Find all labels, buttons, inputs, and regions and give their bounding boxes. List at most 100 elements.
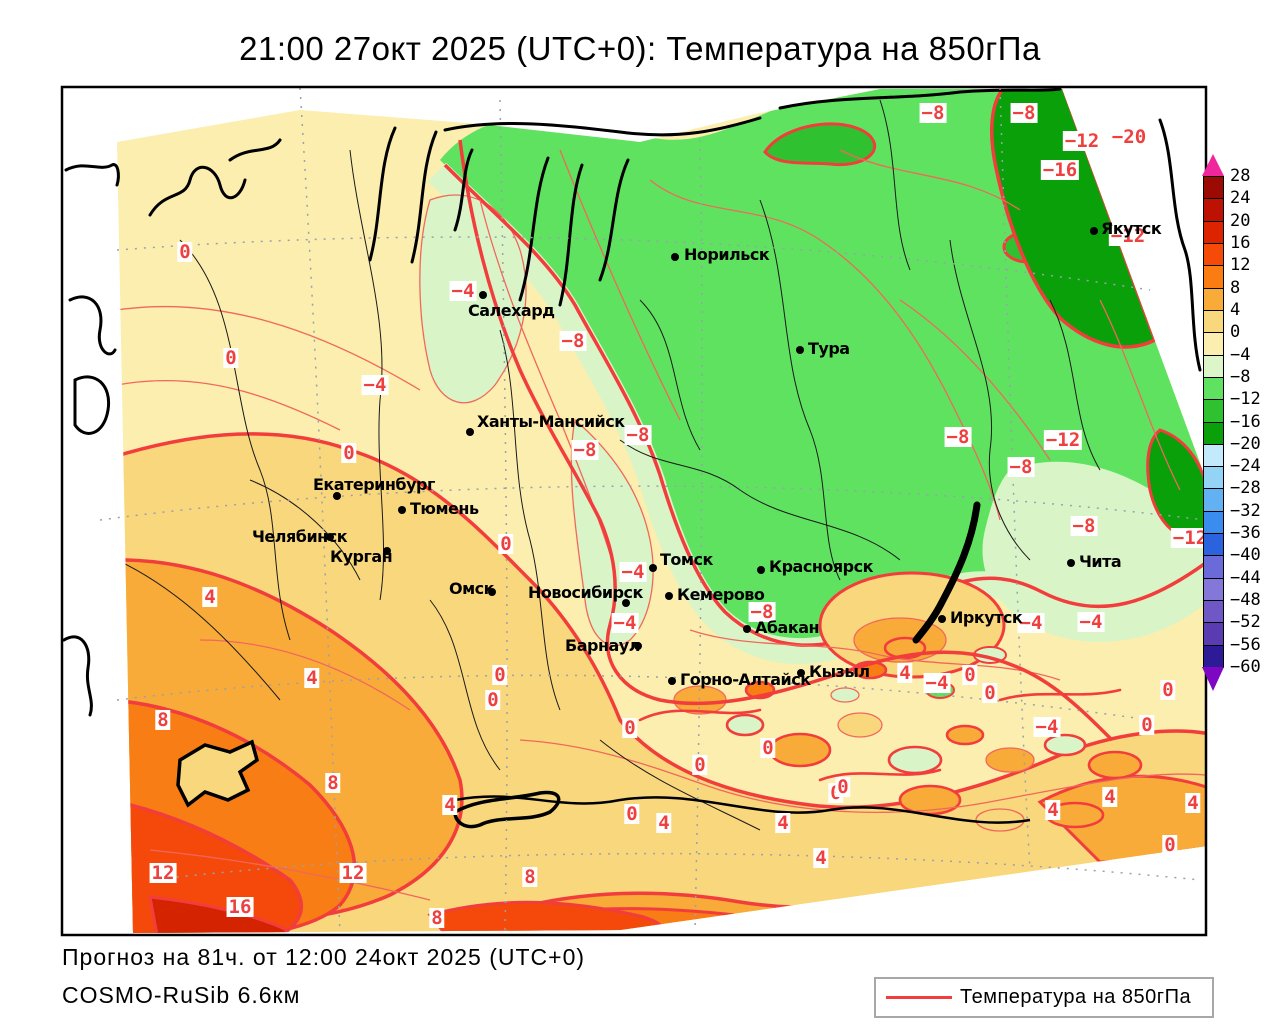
colorbar-segment: [1203, 510, 1224, 535]
colorbar-under-arrow: [1202, 667, 1224, 692]
colorbar-tick-label: −16: [1230, 411, 1261, 432]
colorbar-tick-label: −32: [1230, 500, 1261, 521]
region-minus12-minus16-blob: [763, 122, 877, 167]
colorbar-tick-label: 12: [1230, 255, 1251, 276]
contour-label: −4: [1033, 716, 1061, 738]
city-marker: [479, 291, 487, 299]
contour-label: 0: [492, 664, 508, 686]
contour-label: −12: [1043, 429, 1083, 451]
colorbar-tick-label: 0: [1230, 322, 1241, 343]
thin-contours: [117, 149, 1205, 901]
contour-label: −12: [1170, 527, 1210, 549]
contour-label: 0: [1162, 834, 1178, 856]
city-marker: [649, 564, 657, 572]
colorbar-tick-label: −20: [1230, 433, 1261, 454]
legend-line-sample: [886, 996, 952, 999]
city-marker: [1067, 559, 1075, 567]
city-label: Томск: [660, 550, 713, 569]
city-marker: [668, 677, 676, 685]
contour-label: 0: [624, 803, 640, 825]
terrain-noise-blobs: [638, 636, 1143, 832]
city-marker: [797, 669, 805, 677]
city-label: Екатеринбург: [313, 475, 435, 494]
city-label: Иркутск: [950, 608, 1023, 627]
colorbar-segment: [1203, 466, 1224, 490]
city-label: Новосибирск: [528, 583, 643, 602]
contour-label: 4: [813, 847, 829, 869]
colorbar-tick-label: 4: [1230, 299, 1241, 320]
graticule: [99, 88, 1205, 934]
colorbar-tick-label: −40: [1230, 545, 1261, 566]
contour-label: 12: [339, 862, 367, 884]
colorbar-tick-label: 8: [1230, 277, 1241, 298]
colorbar-segment: [1203, 421, 1224, 445]
contour-label: 0: [1139, 714, 1155, 736]
contour-minus4-main: [458, 139, 1114, 742]
contour-label: 12: [149, 862, 177, 884]
contour-label: −4: [923, 672, 951, 694]
city-label: Челябинск: [252, 527, 348, 546]
contour-label: 4: [775, 812, 791, 834]
contour-label: −20: [1109, 126, 1149, 148]
colorbar-tick-label: −60: [1230, 657, 1261, 678]
colorbar-segment: [1203, 287, 1224, 311]
contour-label: 0: [982, 682, 998, 704]
contour-label: −8: [919, 102, 947, 124]
region-tomsk-pale: [570, 418, 654, 647]
colorbar-tick-label: −36: [1230, 523, 1261, 544]
city-label: Норильск: [684, 245, 770, 264]
contour-label: −4: [619, 561, 647, 583]
colorbar-tick-label: −44: [1230, 567, 1261, 588]
colorbar-segment: [1203, 354, 1224, 378]
colorbar-segment: [1203, 198, 1224, 222]
colorbar-segment: [1203, 332, 1224, 356]
legend-box: Температура на 850гПа: [874, 977, 1214, 1018]
lakes: [176, 501, 981, 829]
city-marker: [1090, 227, 1098, 235]
page-title: 21:00 27окт 2025 (UTC+0): Температура на…: [239, 30, 1041, 67]
city-marker: [466, 428, 474, 436]
contour-label: −4: [449, 280, 477, 302]
contour-label: 4: [442, 794, 458, 816]
city-marker: [622, 599, 630, 607]
contour-label: 0: [1160, 679, 1176, 701]
city-label: Курган: [330, 547, 393, 566]
city-label: Якутск: [1101, 219, 1162, 238]
city-marker: [665, 592, 673, 600]
colorbar-segment: [1203, 220, 1224, 244]
city-marker: [743, 625, 751, 633]
contour-label: 4: [1102, 786, 1118, 808]
contour-label: −4: [611, 612, 639, 634]
colorbar-tick-label: −56: [1230, 634, 1261, 655]
contour-label: 0: [485, 689, 501, 711]
colorbar-tick-label: −8: [1230, 366, 1251, 387]
colorbar-segment: [1203, 622, 1224, 646]
colorbar-segment: [1203, 376, 1224, 401]
city-marker: [796, 346, 804, 354]
contour-label: 4: [202, 586, 218, 608]
contour-label: 0: [341, 442, 357, 464]
colorbar-tick-label: −48: [1230, 590, 1261, 611]
city-marker: [326, 533, 334, 541]
legend-label: Температура на 850гПа: [960, 986, 1192, 1008]
city-label: Омск: [449, 579, 495, 598]
contour-label: 0: [692, 754, 708, 776]
contour-label: −8: [1007, 456, 1035, 478]
city-label: Горно-Алтайск: [680, 670, 811, 689]
contour-label: −8: [944, 426, 972, 448]
city-marker: [333, 492, 341, 500]
city-marker: [634, 642, 642, 650]
colorbar-tick-label: −4: [1230, 344, 1251, 365]
state-border-south: [454, 795, 1031, 824]
colorbar-segment: [1203, 399, 1224, 423]
colorbar-tick-label: −12: [1230, 389, 1261, 410]
colorbar-tick-label: −28: [1230, 478, 1261, 499]
city-label: Салехард: [468, 301, 555, 320]
colorbar-segment: [1203, 577, 1224, 602]
city-marker: [398, 506, 406, 514]
city-marker: [757, 566, 765, 574]
contour-label: 0: [498, 533, 514, 555]
contour-label: −8: [571, 439, 599, 461]
city-label: Тюмень: [410, 499, 479, 518]
city-marker: [488, 588, 496, 596]
